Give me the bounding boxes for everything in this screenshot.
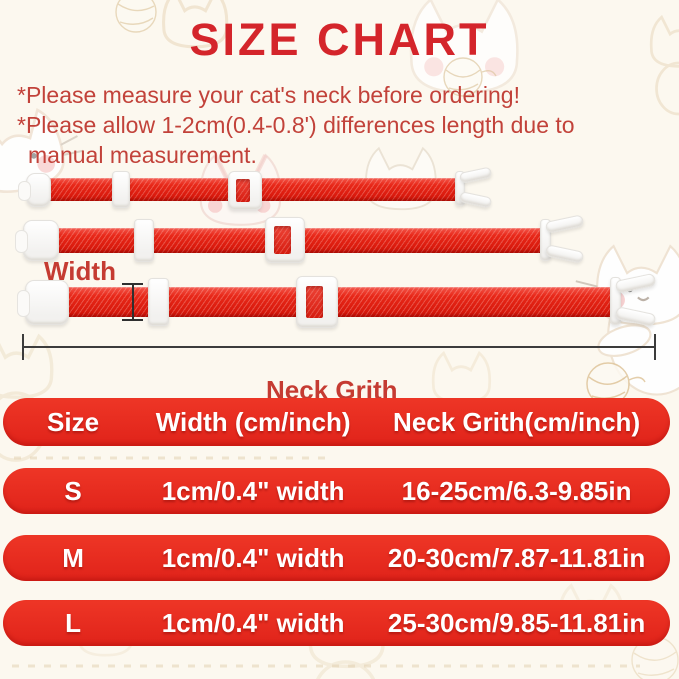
- width-label: Width: [44, 256, 116, 286]
- collar-small-clasp: [455, 166, 493, 209]
- cell-size: L: [65, 607, 81, 638]
- header-size: Size: [47, 406, 100, 437]
- collar-small-buckle: [18, 173, 51, 207]
- note-manual-measurement: manual measurement.: [28, 142, 257, 168]
- yarn-ball-icon: [115, 0, 679, 679]
- header-neck-girth: Neck Grith(cm/inch): [393, 406, 641, 437]
- cell-neck-girth: 16-25cm/6.3-9.85in: [401, 475, 632, 506]
- collar-medium-slider: [134, 219, 154, 262]
- dash-row-decoration: [12, 456, 640, 668]
- width-measure-mark: [122, 283, 143, 321]
- cell-size: M: [62, 542, 84, 573]
- table-row-m: M 1cm/0.4" width 20-30cm/7.87-11.81in: [3, 535, 670, 581]
- collar-large-buckle: [17, 280, 69, 325]
- note-measure-neck: *Please measure your cat's neck before o…: [17, 82, 520, 108]
- table-row-l: L 1cm/0.4" width 25-30cm/9.85-11.81in: [3, 600, 670, 646]
- notes-block: *Please measure your cat's neck before o…: [17, 80, 677, 170]
- cell-neck-girth: 25-30cm/9.85-11.81in: [387, 607, 646, 638]
- cell-neck-girth: 20-30cm/7.87-11.81in: [387, 542, 646, 573]
- cell-size: S: [64, 475, 82, 506]
- cell-width: 1cm/0.4" width: [161, 542, 345, 573]
- collar-small-adjuster: [228, 171, 262, 210]
- table-header-row: Size Width (cm/inch) Neck Grith(cm/inch): [3, 398, 670, 446]
- collar-medium-buckle: [15, 220, 59, 261]
- cell-width: 1cm/0.4" width: [161, 607, 345, 638]
- cell-width: 1cm/0.4" width: [161, 475, 345, 506]
- collar-large-adjuster: [296, 276, 338, 328]
- neck-girth-tick-right: [654, 334, 656, 360]
- header-width: Width (cm/inch): [155, 406, 351, 437]
- collar-large-slider: [148, 278, 169, 326]
- collar-large-clasp: [610, 272, 658, 328]
- neck-girth-line: [23, 346, 655, 348]
- neck-girth-tick-left: [22, 334, 24, 360]
- table-row-s: S 1cm/0.4" width 16-25cm/6.3-9.85in: [3, 468, 670, 514]
- collar-medium-clasp: [540, 214, 586, 264]
- collar-medium-adjuster: [265, 217, 305, 263]
- note-allow-difference: *Please allow 1-2cm(0.4-0.8') difference…: [17, 112, 575, 138]
- page-title: SIZE CHART: [189, 14, 490, 65]
- collar-small-slider: [112, 171, 130, 208]
